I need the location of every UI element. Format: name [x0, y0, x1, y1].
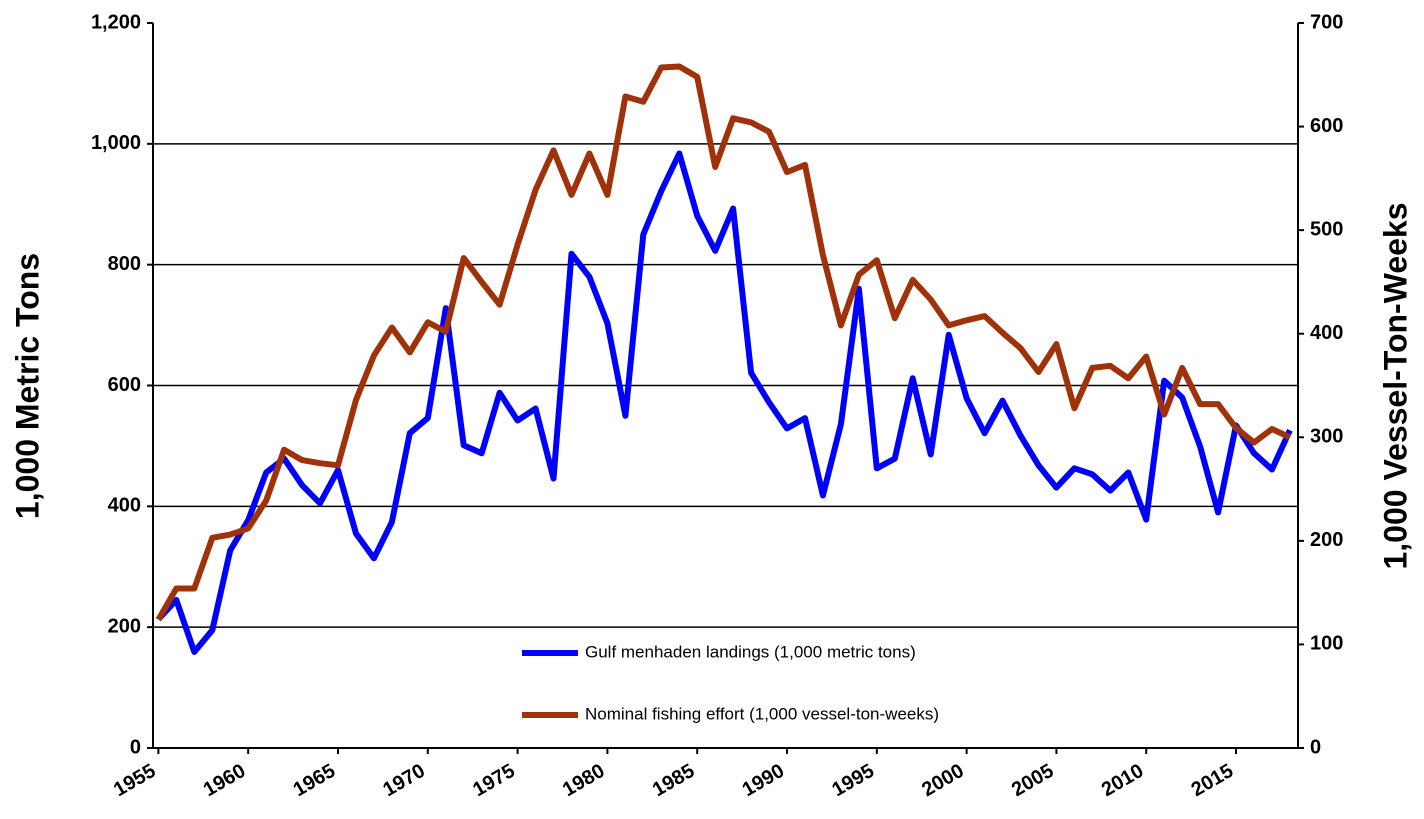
- legend-label: Nominal fishing effort (1,000 vessel-ton…: [585, 704, 939, 723]
- y-tick-label: 200: [108, 615, 141, 637]
- x-tick-label: 2010: [1098, 760, 1148, 801]
- x-tick-label: 2005: [1008, 760, 1058, 801]
- y-tick-label: 600: [108, 374, 141, 396]
- x-tick-label: 1965: [290, 760, 340, 801]
- x-tick-label: 1995: [828, 760, 878, 801]
- y2-tick-label: 700: [1310, 11, 1343, 33]
- series-line: [155, 63, 1292, 622]
- y-tick-label: 800: [108, 253, 141, 275]
- x-tick-label: 1970: [379, 760, 429, 801]
- y-tick-label: 1,000: [91, 132, 141, 154]
- x-tick-label: 1985: [649, 760, 699, 801]
- x-tick-label: 1960: [200, 760, 250, 801]
- x-tick-label: 1975: [469, 760, 519, 801]
- x-tick-label: 1990: [739, 760, 789, 801]
- y2-tick-label: 100: [1310, 633, 1343, 655]
- x-tick-label: 2015: [1188, 760, 1238, 801]
- y2-tick-label: 600: [1310, 115, 1343, 137]
- y2-tick-label: 200: [1310, 529, 1343, 551]
- x-tick-label: 1955: [110, 760, 160, 801]
- y2-axis-title: 1,000 Vessel-Ton-Weeks: [1377, 202, 1413, 569]
- y-tick-label: 400: [108, 495, 141, 517]
- y-tick-label: 1,200: [91, 11, 141, 33]
- legend-label: Gulf menhaden landings (1,000 metric ton…: [585, 642, 916, 661]
- y2-tick-label: 400: [1310, 322, 1343, 344]
- y-axis-title: 1,000 Metric Tons: [9, 253, 45, 519]
- x-tick-label: 2000: [918, 760, 968, 801]
- y2-tick-label: 300: [1310, 426, 1343, 448]
- y2-tick-label: 0: [1310, 736, 1321, 758]
- y-tick-label: 0: [130, 736, 141, 758]
- y2-tick-label: 500: [1310, 218, 1343, 240]
- series-line: [156, 150, 1293, 655]
- x-tick-label: 1980: [559, 760, 609, 801]
